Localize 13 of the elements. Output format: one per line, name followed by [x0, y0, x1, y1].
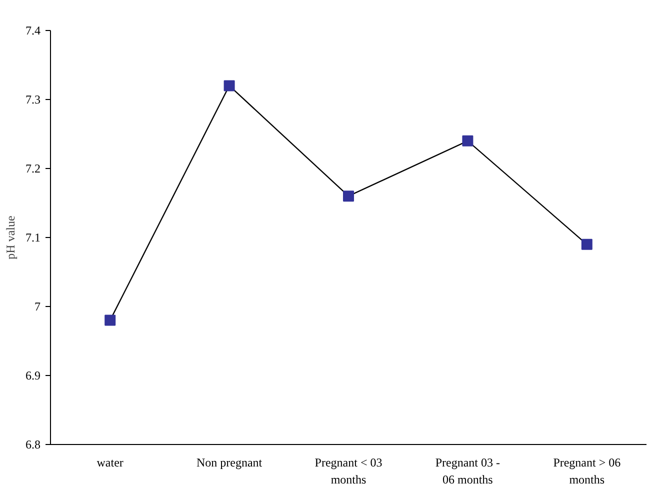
x-tick-label: water — [96, 456, 124, 470]
y-tick-label: 7 — [34, 300, 40, 314]
y-tick-label: 7.4 — [26, 24, 40, 38]
y-tick-label: 7.1 — [26, 230, 40, 244]
x-tick-label: Pregnant > 06 months — [553, 456, 621, 486]
y-tick-label: 7.2 — [26, 162, 40, 176]
y-axis-title: pH value — [4, 216, 18, 260]
y-tick-label: 6.8 — [26, 438, 40, 452]
y-tick-label: 7.3 — [26, 92, 40, 106]
x-tick-label: Non pregnant — [196, 456, 263, 470]
y-tick-label: 6.9 — [26, 368, 40, 382]
x-tick-label: Pregnant < 03 months — [314, 456, 382, 486]
x-tick-label: Pregnant 03 - 06 months — [435, 456, 500, 486]
